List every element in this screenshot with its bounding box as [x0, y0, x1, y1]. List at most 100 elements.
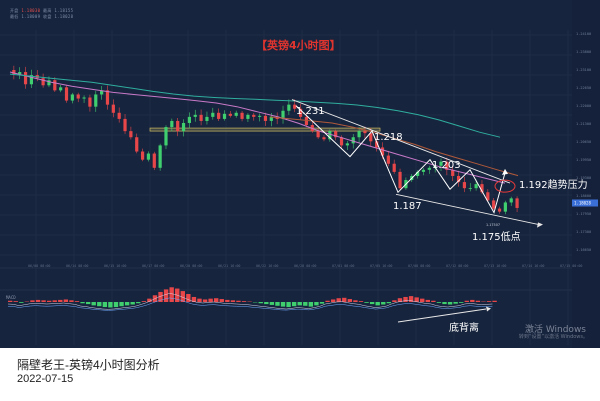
macd-bar — [408, 296, 414, 302]
moving-average-line — [9, 73, 501, 138]
macd-bar — [108, 302, 113, 308]
candle-body — [316, 131, 320, 138]
candle-body — [351, 137, 355, 144]
price-tick-label: 1.17950 — [576, 212, 591, 216]
candle-body — [375, 141, 379, 148]
candle-body — [509, 198, 513, 203]
candle-body — [492, 200, 496, 209]
macd-bar — [325, 300, 330, 302]
price-tick-label: 1.22000 — [576, 104, 591, 108]
label-1218: 1.218 — [374, 132, 403, 143]
macd-bar — [41, 300, 46, 302]
candle-body — [170, 120, 174, 128]
macd-bar — [414, 297, 419, 302]
macd-bar — [442, 302, 447, 305]
time-tick-label: 07/08 08:00 — [408, 264, 430, 268]
macd-bar — [286, 302, 291, 308]
macd-bar — [169, 287, 174, 302]
candle-body — [363, 131, 367, 134]
macd-panel — [0, 287, 572, 323]
low-value: 1.18009 — [21, 14, 41, 19]
support-zone — [149, 127, 381, 132]
candle-body — [64, 87, 69, 101]
macd-bar — [8, 300, 13, 302]
current-price-marker — [572, 199, 598, 207]
price-axis: 1.24100 1.23800 1.23100 1.22650 1.22000 1.213… — [572, 0, 600, 348]
candle-body — [497, 208, 502, 212]
macd-bar — [225, 299, 230, 302]
high-label: 最高 — [43, 8, 52, 13]
candle-body — [515, 198, 519, 208]
high-value: 1.18155 — [54, 8, 74, 13]
price-tick-label: 1.17300 — [576, 230, 591, 234]
candle-body — [234, 112, 238, 116]
time-axis: 06/08 08:00 06/14 08:00 06/15 16:00 06/17 0… — [0, 264, 582, 269]
time-tick-label: 06/17 00:00 — [142, 264, 164, 268]
macd-bar — [91, 302, 96, 306]
time-tick-label: 07/14 16:00 — [522, 264, 544, 268]
candle-body — [380, 147, 385, 156]
candlestick-series — [12, 65, 519, 215]
candle-body — [252, 114, 256, 117]
macd-bar — [197, 298, 202, 302]
macd-bar — [269, 302, 275, 305]
price-axis-bg — [572, 0, 600, 348]
candle-body — [94, 94, 98, 107]
macd-bar — [69, 300, 74, 302]
candle-body — [462, 182, 467, 189]
candle-body — [228, 113, 232, 116]
macd-bar — [202, 299, 208, 302]
candle-body — [100, 90, 104, 95]
candle-body — [322, 137, 326, 140]
windows-watermark: 激活 Windows — [524, 325, 586, 335]
zigzag-wave — [295, 105, 506, 214]
macd-bar — [280, 302, 286, 307]
candle-body — [298, 108, 303, 117]
candle-body — [176, 120, 180, 132]
macd-dea-line — [7, 297, 493, 311]
macd-bar — [63, 299, 69, 302]
macd-bar — [163, 289, 169, 302]
chart-title: 【英镑4小时图】 — [256, 38, 341, 52]
macd-bar — [308, 302, 314, 307]
candle-body — [129, 131, 133, 138]
macd-label: MACD — [6, 295, 16, 300]
candle-body — [468, 188, 472, 189]
label-bottom-divergence: 底背离 — [449, 321, 479, 334]
candle-body — [474, 184, 478, 189]
open-value: 1.18030 — [21, 8, 41, 13]
macd-bar — [431, 300, 436, 302]
macd-bar — [336, 298, 341, 302]
macd-bar — [425, 299, 430, 302]
macd-bar — [19, 302, 24, 303]
macd-bar — [297, 302, 302, 306]
candle-body — [158, 145, 162, 168]
label-1192-pressure: 1.192趋势压力 — [519, 178, 588, 191]
candle-body — [105, 90, 110, 105]
candle-body — [240, 112, 244, 119]
close-label: 收盘 — [43, 14, 52, 19]
candle-body — [398, 171, 402, 189]
label-1203: 1.203 — [432, 160, 461, 171]
macd-bar — [375, 302, 380, 306]
candle-body — [181, 122, 186, 132]
candle-body — [345, 143, 349, 146]
zigzag-arrow — [502, 168, 508, 175]
macd-bar — [364, 302, 369, 303]
macd-bar — [141, 301, 147, 302]
candle-body — [88, 97, 92, 107]
candle-body — [486, 192, 490, 201]
candle-body — [70, 94, 74, 101]
macd-bar — [52, 300, 57, 302]
macd-dif-line — [7, 293, 493, 310]
macd-bar — [208, 298, 213, 302]
time-tick-label: 06/15 16:00 — [104, 264, 126, 268]
candle-body — [416, 171, 420, 176]
time-tick-label: 07/01 08:00 — [332, 264, 354, 268]
macd-bar — [119, 302, 124, 307]
candle-body — [117, 112, 121, 119]
candle-body — [152, 153, 156, 168]
candle-body — [392, 163, 396, 172]
price-tick-label: 1.23800 — [576, 50, 591, 54]
macd-bar — [219, 299, 224, 302]
